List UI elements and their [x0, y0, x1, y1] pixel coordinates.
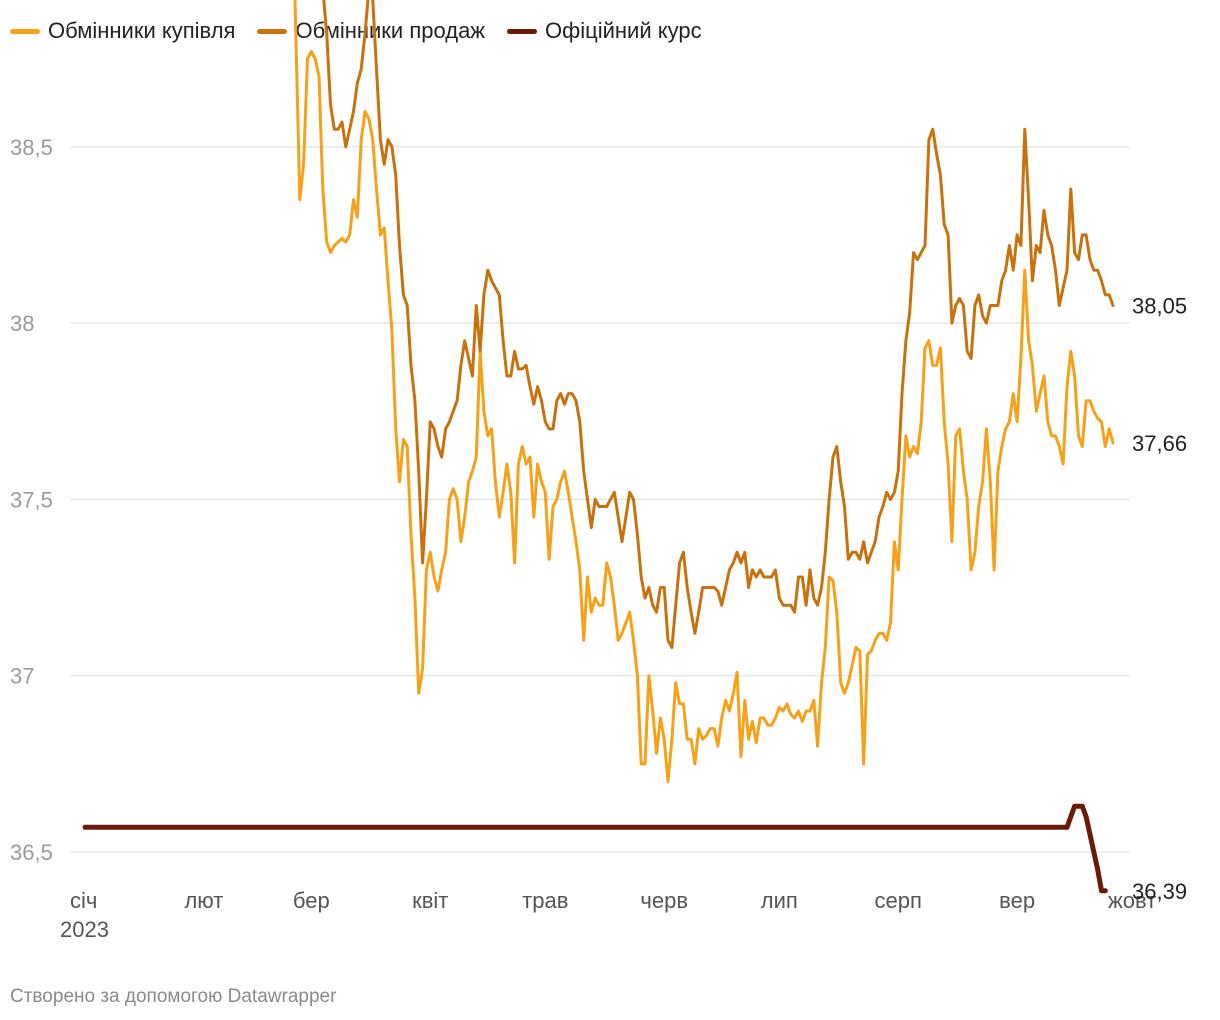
x-tick-label: квіт	[412, 888, 448, 913]
series-line-0[interactable]	[85, 0, 1115, 783]
end-value-label: 36,39	[1132, 879, 1187, 904]
legend-label-official: Офіційний курс	[545, 18, 702, 43]
x-tick-label: черв	[640, 888, 688, 913]
series-lines	[82, 0, 1115, 894]
end-labels: 37,66 38,05 36,39	[1132, 293, 1187, 903]
x-tick-label: січ	[70, 888, 97, 913]
x-tick-label: серп	[874, 888, 921, 913]
end-value-label: 37,66	[1132, 431, 1187, 456]
x-tick-label: лют	[184, 888, 223, 913]
footer-credit: Створено за допомогою Datawrapper	[10, 986, 337, 1007]
x-tick-label: бер	[293, 888, 330, 913]
legend-swatch-official	[507, 28, 538, 34]
legend-swatch-buy	[10, 28, 40, 34]
x-tick-label: жовт	[1108, 888, 1156, 913]
legend-label-buy: Обмінники купівля	[48, 18, 236, 43]
gridlines	[70, 146, 1130, 853]
y-tick-label: 38	[10, 311, 34, 336]
y-tick-label: 36,5	[10, 840, 53, 865]
x-tick-label: вер	[999, 888, 1035, 913]
x-axis-ticks: січ 2023 лют бер квіт трав черв лип серп вер жовт	[60, 888, 1156, 942]
series-line-2[interactable]	[82, 803, 1108, 894]
end-value-label: 38,05	[1132, 293, 1187, 318]
legend-item-official[interactable]: Офіційний курс	[507, 18, 702, 44]
x-tick-label: трав	[522, 888, 568, 913]
y-tick-label: 37	[10, 664, 34, 689]
x-tick-label: лип	[761, 888, 798, 913]
legend-item-buy[interactable]: Обмінники купівля	[10, 18, 235, 44]
legend-swatch-sell	[257, 28, 288, 34]
x-tick-sublabel: 2023	[60, 917, 109, 942]
series-line-1[interactable]	[85, 0, 1115, 649]
y-tick-label: 38,5	[10, 135, 53, 160]
y-tick-label: 37,5	[10, 487, 53, 512]
